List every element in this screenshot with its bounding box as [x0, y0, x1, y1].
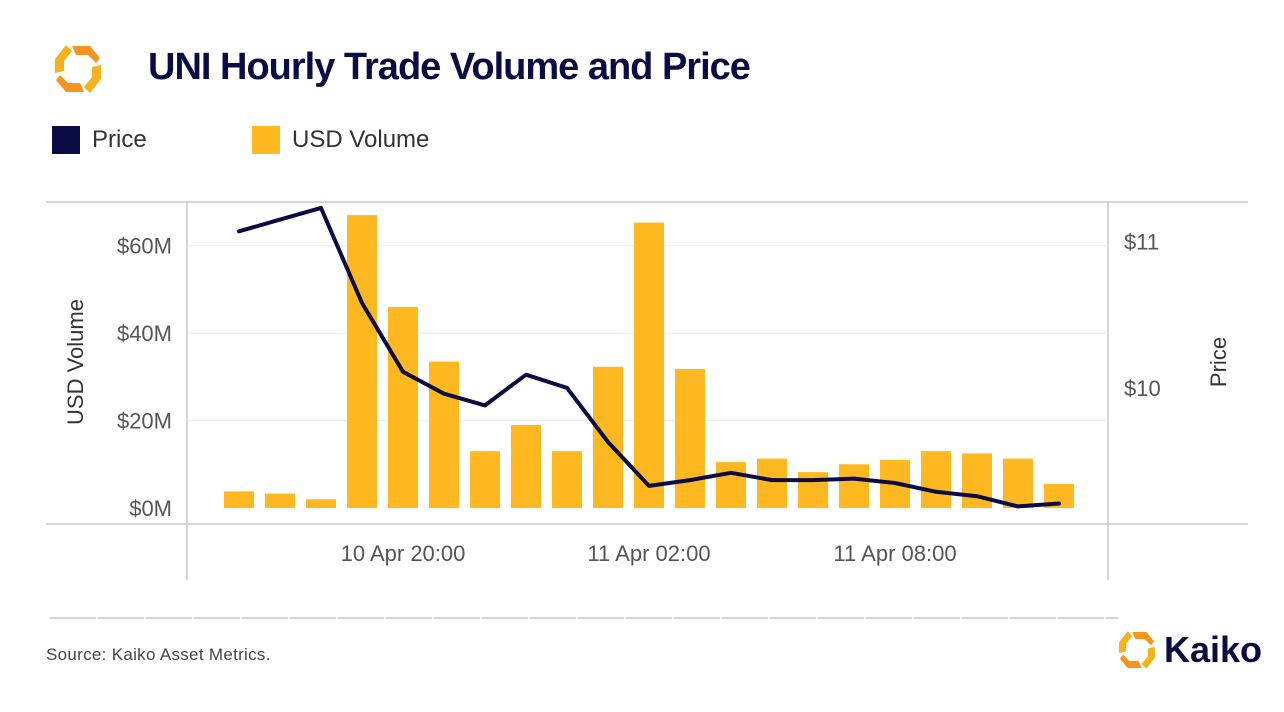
- volume-bar[interactable]: [839, 464, 869, 508]
- volume-bar[interactable]: [388, 306, 418, 508]
- kaiko-footer-logo-icon: [1119, 631, 1155, 669]
- volume-bar[interactable]: [429, 361, 459, 508]
- left-tick-label: $60M: [117, 234, 172, 259]
- chart-title: UNI Hourly Trade Volume and Price: [148, 46, 751, 88]
- right-tick-label: $11: [1124, 230, 1159, 255]
- volume-bar[interactable]: [716, 462, 746, 508]
- volume-bar[interactable]: [593, 366, 623, 508]
- left-axis-title: USD Volume: [63, 299, 88, 425]
- volume-bar[interactable]: [470, 451, 500, 508]
- volume-bar[interactable]: [675, 368, 705, 508]
- legend-item-price[interactable]: Price: [52, 126, 147, 154]
- x-axis-ticks: 10 Apr 20:00 11 Apr 02:00 11 Apr 08:00: [341, 541, 957, 566]
- legend-label-price: Price: [92, 126, 147, 153]
- volume-bar[interactable]: [921, 451, 951, 508]
- volume-bar[interactable]: [511, 424, 541, 508]
- price-line: [237, 205, 1061, 509]
- source-note: Source: Kaiko Asset Metrics.: [46, 645, 271, 664]
- chart-frame: [46, 201, 1248, 580]
- right-axis-ticks: $10 $11: [1124, 230, 1161, 401]
- x-tick-label: 10 Apr 20:00: [341, 541, 466, 566]
- x-tick-label: 11 Apr 08:00: [833, 541, 956, 566]
- legend-item-volume[interactable]: USD Volume: [252, 126, 429, 154]
- kaiko-logo-icon: [55, 45, 101, 93]
- volume-bar[interactable]: [347, 215, 377, 508]
- brand-name: Kaiko: [1164, 629, 1263, 670]
- volume-bar[interactable]: [634, 222, 664, 508]
- x-tick-label: 11 Apr 02:00: [587, 541, 710, 566]
- left-axis-ticks: $0M $20M $40M $60M: [117, 234, 172, 521]
- legend-swatch-volume: [252, 126, 280, 154]
- left-tick-label: $0M: [129, 496, 172, 521]
- volume-bar[interactable]: [757, 458, 787, 508]
- left-tick-label: $40M: [117, 321, 172, 346]
- legend-label-volume: USD Volume: [292, 126, 430, 153]
- volume-bar[interactable]: [224, 491, 254, 508]
- volume-bar[interactable]: [306, 499, 336, 508]
- legend-swatch-price: [52, 126, 80, 154]
- volume-bar[interactable]: [552, 451, 582, 508]
- volume-bar[interactable]: [798, 472, 828, 508]
- left-tick-label: $20M: [117, 409, 172, 434]
- right-axis-title: Price: [1206, 337, 1231, 387]
- volume-bars: [224, 215, 1074, 508]
- volume-bar[interactable]: [265, 493, 295, 508]
- right-tick-label: $10: [1124, 376, 1161, 401]
- volume-bar[interactable]: [1003, 458, 1033, 508]
